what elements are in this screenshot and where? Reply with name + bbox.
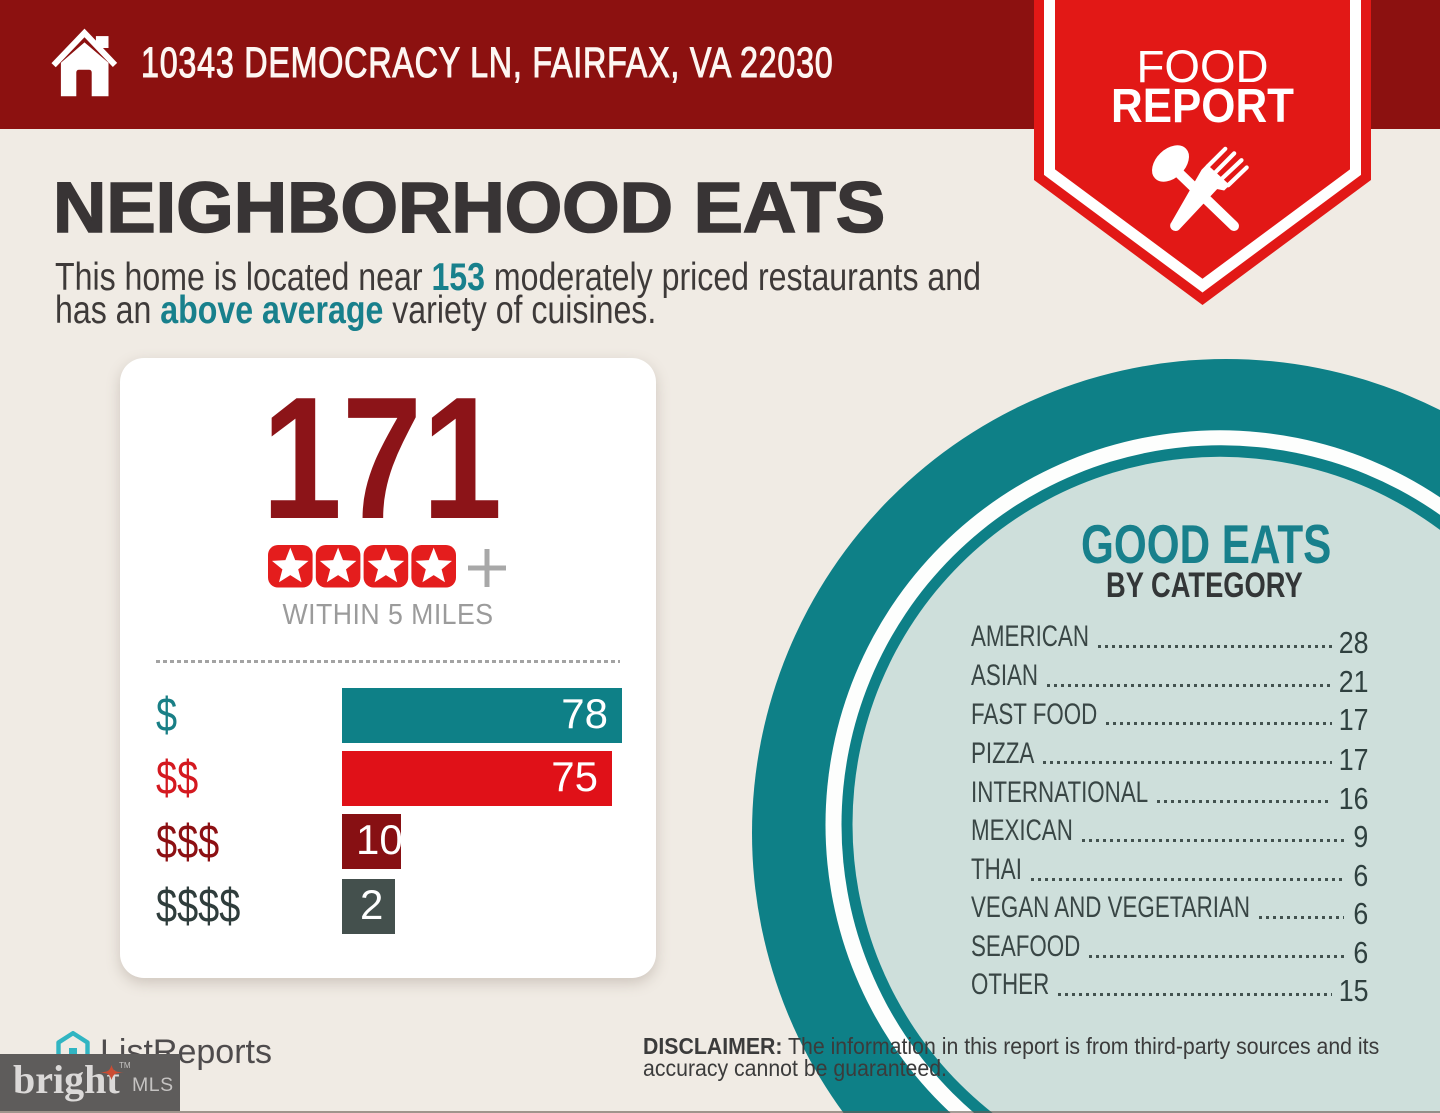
svg-text:REPORT: REPORT [1111, 80, 1294, 133]
svg-text:FOOD: FOOD [1137, 41, 1269, 92]
